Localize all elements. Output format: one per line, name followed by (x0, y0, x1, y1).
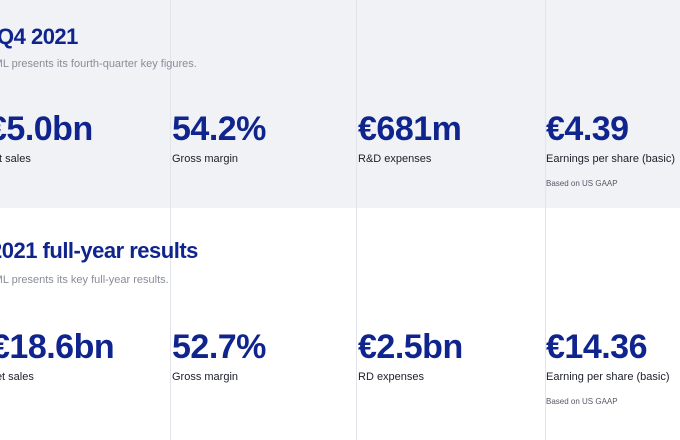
figure-value: €2.5bn (358, 328, 463, 366)
column-divider (170, 0, 171, 208)
figure-value: €18.6bn (0, 328, 115, 366)
column-divider (545, 208, 546, 440)
section-title: Q4 2021 (0, 24, 78, 49)
figure-label: RD expenses (358, 371, 425, 383)
figure-label: Earnings per share (basic) (546, 153, 676, 165)
figure-label: Net sales (0, 153, 31, 165)
key-figure: €4.39 Earnings per share (basic) Based on … (546, 110, 675, 188)
section-title: 2021 full-year results (0, 238, 198, 263)
figure-label: Gross margin (172, 153, 239, 165)
key-figure: €681m R&D expenses (358, 110, 462, 165)
column-divider (545, 0, 546, 208)
figure-note: Based on US GAAP (546, 397, 618, 406)
figure-value: €14.36 (546, 328, 647, 366)
key-figure: €14.36 Earning per share (basic) Based on … (546, 328, 670, 406)
key-figure: €2.5bn RD expenses (358, 328, 463, 383)
key-figure: €5.0bn Net sales (0, 110, 93, 165)
section: 2021 full-year results ASML presents its … (0, 208, 680, 440)
figure-value: 54.2% (172, 110, 266, 148)
key-figure: 54.2% Gross margin (172, 110, 266, 165)
section-subtitle: ASML presents its key full-year results. (0, 274, 169, 286)
figure-note: Based on US GAAP (546, 179, 618, 188)
column-divider (170, 208, 171, 440)
figure-label: R&D expenses (358, 153, 432, 165)
section-subtitle: ASML presents its fourth-quarter key fig… (0, 58, 197, 70)
section: Q4 2021 ASML presents its fourth-quarter … (0, 0, 680, 208)
column-divider (356, 208, 357, 440)
figure-label: Gross margin (172, 371, 239, 383)
figure-label: Earning per share (basic) (546, 371, 670, 383)
figure-value: 52.7% (172, 328, 266, 366)
figure-label: Net sales (0, 371, 34, 383)
key-figure: 52.7% Gross margin (172, 328, 266, 383)
figure-value: €4.39 (546, 110, 629, 148)
key-figure: €18.6bn Net sales (0, 328, 115, 383)
figure-value: €681m (358, 110, 462, 148)
figure-value: €5.0bn (0, 110, 93, 148)
column-divider (356, 0, 357, 208)
